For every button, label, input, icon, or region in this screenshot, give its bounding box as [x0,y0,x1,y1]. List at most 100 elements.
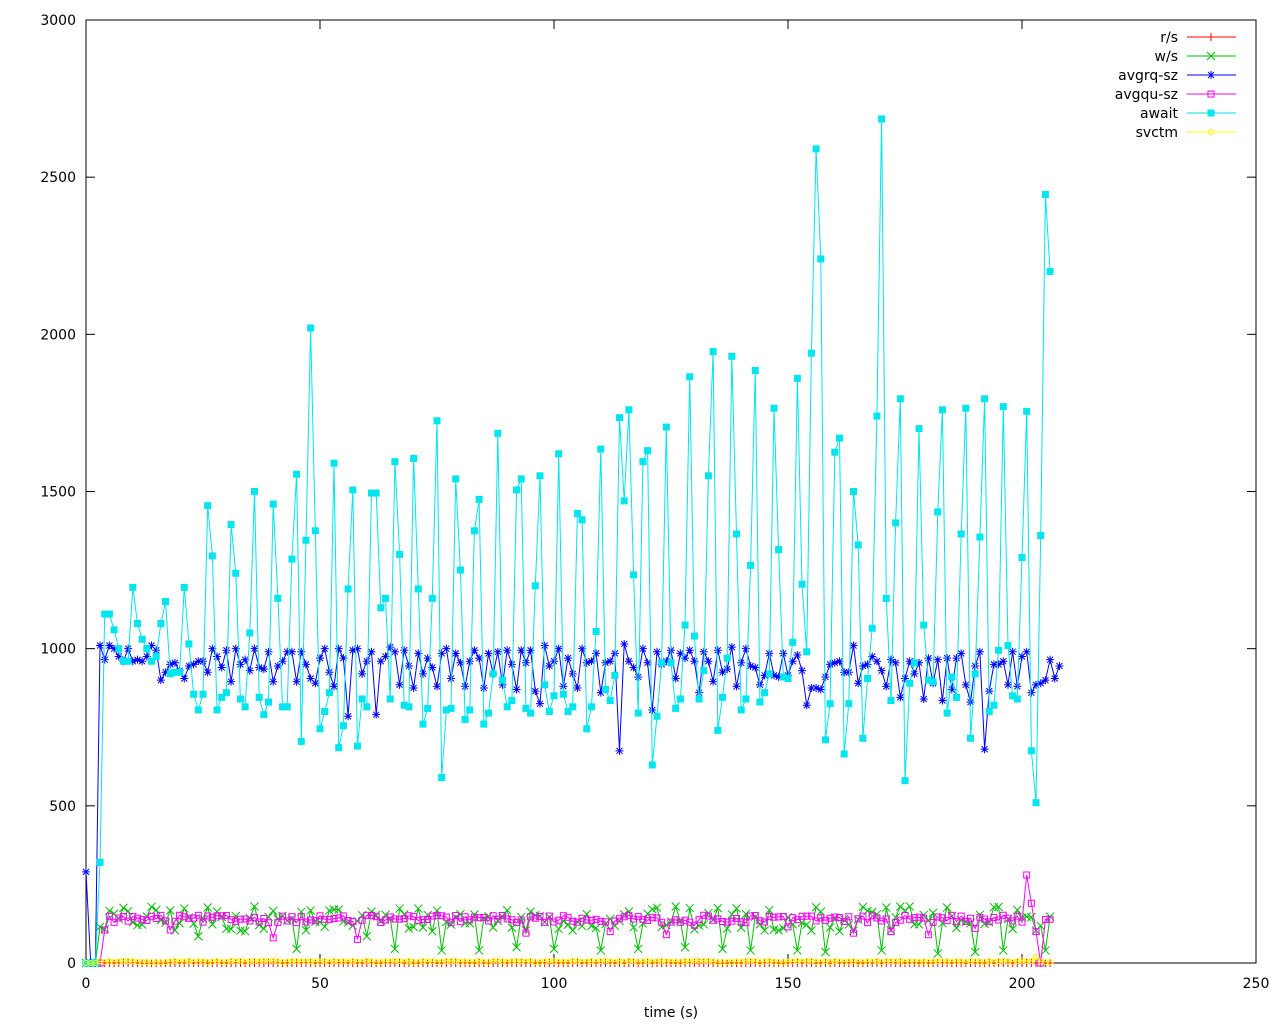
data-point-avgrq-sz [124,644,133,653]
data-point-avgqu-sz [349,918,357,926]
data-point-avgqu-sz [573,918,581,926]
legend-item-svctm: svctm [1136,125,1236,141]
data-point-await [789,638,797,646]
data-point-avgqu-sz [784,923,792,931]
data-point-await [1032,799,1040,807]
data-point-avgrq-sz [437,649,446,658]
data-point-await [573,510,581,518]
data-point-avgrq-sz [465,657,474,666]
data-point-avgqu-sz [821,916,829,924]
data-point-avgrq-sz [372,710,381,719]
data-point-avgrq-sz [503,646,512,655]
data-point-w-s [718,944,727,954]
data-point-await [119,657,127,665]
data-point-avgqu-sz [115,914,123,922]
data-point-avgqu-sz [260,914,268,922]
data-point-avgqu-sz [166,926,174,934]
data-point-avgrq-sz [896,693,905,702]
data-point-avgrq-sz [910,669,919,678]
data-point-avgqu-sz [433,911,441,919]
data-point-avgrq-sz [498,680,507,689]
data-point-await [728,352,736,360]
data-point-w-s [512,942,521,952]
data-point-avgrq-sz [601,658,610,667]
data-point-avgrq-sz [648,705,657,714]
data-point-await [218,693,226,701]
data-point-avgqu-sz [133,914,141,922]
data-point-await [522,704,530,712]
data-point-avgrq-sz [208,644,217,653]
data-point-avgrq-sz [671,674,680,683]
data-point-avgqu-sz [180,913,188,921]
data-point-avgqu-sz [587,916,595,924]
data-point-await [564,708,572,716]
data-point-await [672,704,680,712]
data-point-avgrq-sz [512,685,521,694]
data-point-avgrq-sz [844,668,853,677]
data-point-avgqu-sz [541,918,549,926]
data-point-await [751,366,759,374]
data-point-await [105,610,113,618]
data-point-avgrq-sz [287,647,296,656]
data-point-avgrq-sz [723,665,732,674]
data-point-avgqu-sz [817,914,825,922]
data-point-avgrq-sz [479,683,488,692]
data-point-avgrq-sz [348,646,357,655]
data-point-avgrq-sz [367,647,376,656]
data-point-w-s [821,947,830,957]
data-point-avgqu-sz [676,918,684,926]
data-point-avgqu-sz [293,919,301,927]
data-point-await [1023,407,1031,415]
data-point-w-s [334,905,344,914]
data-point-await [1027,747,1035,755]
data-point-await [550,692,558,700]
data-point-await [531,582,539,590]
data-point-await [906,679,914,687]
data-point-avgrq-sz [905,657,914,666]
data-point-avgrq-sz [709,677,718,686]
data-point-await [826,700,834,708]
data-point-avgrq-sz [1003,680,1012,689]
data-point-await [424,704,432,712]
data-point-avgqu-sz [414,916,422,924]
data-point-avgqu-sz [475,914,483,922]
data-point-avgqu-sz [569,917,577,925]
data-point-avgrq-sz [779,649,788,658]
data-point-await [470,527,478,535]
data-point-await [321,708,329,716]
legend-item-avgrq-sz: avgrq-sz [1118,68,1236,84]
data-point-await [559,690,567,698]
data-point-avgqu-sz [770,913,778,921]
data-point-avgqu-sz [222,911,230,919]
data-point-w-s [807,926,816,935]
data-point-await [662,423,670,431]
data-point-avgqu-sz [124,917,132,925]
data-point-avgqu-sz [372,913,380,921]
data-point-avgrq-sz [596,688,605,697]
data-point-avgqu-sz [494,915,502,923]
data-point-await [499,676,507,684]
data-point-await [948,673,956,681]
data-point-w-s [292,944,301,954]
data-point-await [162,598,170,606]
data-point-avgqu-sz [536,913,544,921]
data-point-avgqu-sz [583,916,591,924]
data-point-avgqu-sz [171,917,179,925]
data-point-avgqu-sz [564,913,572,921]
data-point-avgqu-sz [868,912,876,920]
x-tick-label: 250 [1243,976,1270,992]
legend-item-avgqu-sz: avgqu-sz [1115,87,1236,103]
data-point-avgrq-sz [521,658,530,667]
data-point-avgqu-sz [662,931,670,939]
data-point-avgrq-sz [1027,688,1036,697]
data-point-await [358,695,366,703]
data-point-avgqu-sz [1023,871,1031,879]
data-point-await [985,708,993,716]
data-point-await [569,703,577,711]
data-point-avgqu-sz [241,915,249,923]
data-point-avgrq-sz [114,652,123,661]
data-point-w-s [306,906,315,915]
data-point-await [297,737,305,745]
data-point-await [367,489,375,497]
data-point-avgrq-sz [535,699,544,708]
